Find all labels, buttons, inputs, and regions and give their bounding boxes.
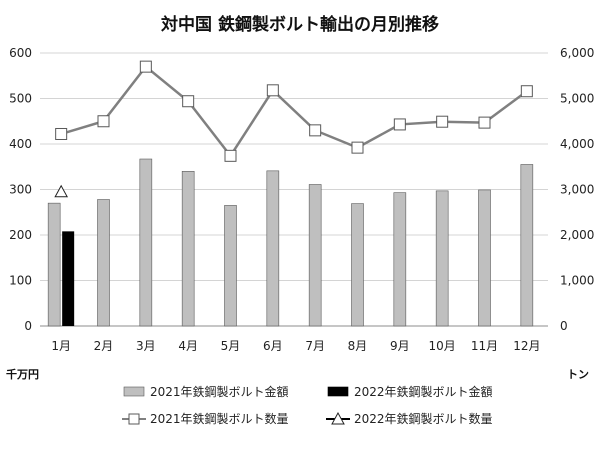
bar-2021-金額 bbox=[224, 205, 237, 327]
bar-2021-金額 bbox=[181, 171, 195, 327]
legend-swatch-marker bbox=[331, 411, 345, 425]
left-tick-label: 0 bbox=[24, 319, 32, 333]
point-2021-数量 bbox=[266, 84, 279, 97]
x-axis-ticks: 1月 2月 3月 4月 5月 6月 7月 8月 9月 10月 11月 12月 bbox=[51, 339, 540, 353]
x-tick-label: 7月 bbox=[305, 339, 325, 353]
bar-2021-金額 bbox=[47, 202, 61, 327]
chart-title: 対中国 鉄鋼製ボルト輸出の月別推移 bbox=[160, 14, 439, 35]
bar-2021-金額 bbox=[393, 192, 407, 327]
right-tick-label: 0 bbox=[560, 319, 568, 333]
bar-2022-金額 bbox=[62, 231, 75, 326]
point-2021-数量 bbox=[55, 127, 68, 140]
x-tick-label: 5月 bbox=[221, 339, 241, 353]
bar-2021-金額 bbox=[139, 158, 153, 327]
point-2021-数量 bbox=[520, 85, 533, 98]
bar-2021-金額 bbox=[351, 203, 364, 327]
x-tick-label: 8月 bbox=[348, 339, 368, 353]
bar-2021-金額 bbox=[435, 190, 449, 327]
x-tick-label: 2月 bbox=[94, 339, 114, 353]
left-tick-label: 300 bbox=[9, 183, 32, 197]
x-tick-label: 4月 bbox=[178, 339, 198, 353]
right-tick-label: 6,000 bbox=[560, 46, 594, 60]
gridlines bbox=[40, 52, 548, 327]
legend-swatch-marker bbox=[128, 413, 140, 425]
legend-label: 2022年鉄鋼製ボルト金額 bbox=[354, 384, 493, 399]
left-tick-label: 400 bbox=[9, 137, 32, 151]
bar-2021-金額 bbox=[308, 184, 322, 327]
left-tick-label: 200 bbox=[9, 228, 32, 242]
lines bbox=[54, 60, 533, 198]
legend-label: 2022年鉄鋼製ボルト数量 bbox=[354, 411, 493, 426]
legend-swatch bbox=[123, 386, 145, 397]
bar-2021-金額 bbox=[97, 199, 110, 327]
point-2021-数量 bbox=[436, 115, 449, 128]
left-axis-unit: 千万円 bbox=[6, 367, 39, 381]
left-axis-ticks: 0 100 200 300 400 500 600 bbox=[9, 46, 32, 333]
right-tick-label: 2,000 bbox=[560, 228, 594, 242]
left-tick-label: 500 bbox=[9, 92, 32, 106]
point-2021-数量 bbox=[351, 141, 364, 154]
x-tick-label: 10月 bbox=[429, 339, 456, 353]
bar-2021-金額 bbox=[520, 164, 534, 327]
x-tick-label: 6月 bbox=[263, 339, 283, 353]
point-2021-数量 bbox=[97, 115, 110, 128]
legend: 2021年鉄鋼製ボルト金額 2022年鉄鋼製ボルト金額 2021年鉄鋼製ボルト数量 2… bbox=[122, 384, 493, 426]
point-2021-数量 bbox=[224, 149, 237, 162]
line-2021-数量 bbox=[60, 64, 528, 158]
right-tick-label: 4,000 bbox=[560, 137, 594, 151]
point-2022-数量 bbox=[54, 184, 69, 198]
right-tick-label: 3,000 bbox=[560, 183, 594, 197]
point-2021-数量 bbox=[182, 95, 195, 108]
point-2021-数量 bbox=[309, 124, 322, 137]
right-axis-unit: トン bbox=[567, 368, 589, 381]
x-tick-label: 3月 bbox=[136, 339, 156, 353]
point-2021-数量 bbox=[478, 116, 491, 129]
x-tick-label: 11月 bbox=[471, 339, 498, 353]
right-tick-label: 1,000 bbox=[560, 274, 594, 288]
legend-label: 2021年鉄鋼製ボルト数量 bbox=[150, 411, 289, 426]
x-tick-label: 9月 bbox=[390, 339, 410, 353]
point-2021-数量 bbox=[139, 60, 152, 73]
bar-2021-金額 bbox=[266, 170, 280, 327]
bar-2021-金額 bbox=[478, 189, 491, 327]
legend-swatch bbox=[327, 386, 349, 397]
legend-label: 2021年鉄鋼製ボルト金額 bbox=[150, 384, 289, 399]
point-2021-数量 bbox=[393, 118, 406, 131]
left-tick-label: 600 bbox=[9, 46, 32, 60]
right-axis-ticks: 0 1,000 2,000 3,000 4,000 5,000 6,000 bbox=[560, 46, 594, 333]
left-tick-label: 100 bbox=[9, 274, 32, 288]
right-tick-label: 5,000 bbox=[560, 92, 594, 106]
x-tick-label: 1月 bbox=[51, 339, 71, 353]
x-tick-label: 12月 bbox=[513, 339, 540, 353]
bars bbox=[47, 158, 534, 327]
